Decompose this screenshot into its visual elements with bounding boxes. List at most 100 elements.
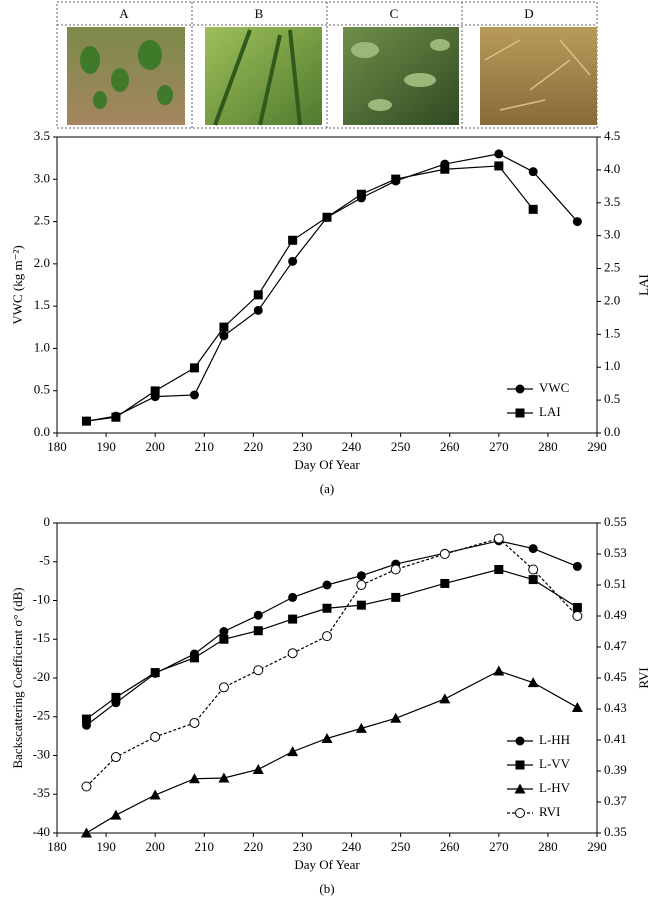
point [110, 809, 122, 820]
y2-tick-label: 2.5 [604, 260, 620, 275]
y-tick-label: 0.5 [34, 382, 50, 397]
x-tick-label: 190 [96, 839, 116, 854]
point [80, 827, 92, 838]
x-tick-label: 230 [293, 439, 313, 454]
point [356, 580, 367, 590]
point [356, 571, 366, 581]
point [149, 789, 161, 800]
x-tick-label: 240 [342, 839, 362, 854]
point [322, 580, 332, 590]
plot-frame [56, 136, 598, 434]
y2-tick-label: 0.51 [604, 576, 627, 591]
legend-marker [514, 783, 526, 794]
y2-tick-label: 0.47 [604, 638, 627, 653]
x-tick-label: 230 [293, 839, 313, 854]
point [150, 668, 160, 678]
point [494, 565, 504, 574]
y-axis-label: VWC (kg m⁻²) [10, 245, 25, 324]
photo-label: C [390, 6, 399, 21]
photo-strip: A B C D [56, 1, 598, 129]
y-tick-label: 3.0 [34, 170, 50, 185]
legend-label: L-VV [539, 756, 571, 771]
legend-marker [515, 808, 525, 818]
y2-tick-label: 1.0 [604, 358, 620, 373]
x-tick-label: 180 [47, 839, 67, 854]
point [288, 256, 298, 266]
y-tick-label: -5 [39, 553, 50, 568]
point [528, 204, 538, 214]
point [189, 717, 200, 728]
caption: (a) [320, 481, 334, 496]
y2-tick-label: 3.0 [604, 227, 620, 242]
y2-tick-label: 0.49 [604, 607, 627, 622]
point [440, 164, 450, 174]
point [572, 602, 582, 612]
photo-label: A [119, 6, 129, 21]
point [110, 752, 121, 763]
x-tick-label: 290 [587, 439, 607, 454]
y2-tick-label: 0.5 [604, 391, 620, 406]
point [439, 549, 450, 559]
point [287, 648, 298, 659]
point [355, 722, 367, 733]
x-tick-label: 270 [489, 439, 509, 454]
x-tick-label: 240 [342, 439, 362, 454]
point [391, 592, 401, 602]
point [493, 665, 505, 676]
point [390, 712, 402, 723]
point [494, 161, 504, 171]
point [219, 634, 229, 644]
point [390, 564, 401, 575]
point [288, 592, 298, 602]
point [189, 363, 199, 373]
y2-tick-label: 0.35 [604, 824, 627, 839]
point [322, 212, 332, 222]
legend-label: L-HV [539, 780, 571, 795]
point [219, 331, 229, 341]
y2-tick-label: 1.5 [604, 325, 620, 340]
point [493, 533, 504, 544]
x-tick-label: 210 [195, 839, 215, 854]
point [218, 682, 229, 693]
y-tick-label: 3.5 [34, 128, 50, 143]
y2-axis-label: RVI [636, 667, 651, 688]
y2-axis-label: LAI [636, 274, 651, 296]
y-tick-label: -35 [33, 785, 50, 800]
point [322, 603, 332, 613]
y-tick-label: -25 [33, 708, 50, 723]
point [527, 677, 539, 688]
photo-detail [213, 29, 302, 126]
point [572, 561, 582, 571]
point [528, 167, 538, 177]
y-tick-label: -30 [33, 746, 50, 761]
point [150, 386, 160, 396]
point [81, 416, 91, 426]
point [253, 610, 263, 620]
y-tick-label: 0 [44, 514, 51, 529]
y2-tick-label: 0.39 [604, 762, 627, 777]
point [288, 614, 298, 624]
series-line [86, 153, 578, 422]
legend-label: LAI [539, 404, 561, 419]
y-tick-label: 2.5 [34, 213, 50, 228]
x-tick-label: 200 [145, 439, 165, 454]
y-tick-label: 0.0 [34, 424, 50, 439]
legend-marker [515, 760, 525, 770]
point [253, 305, 263, 315]
y2-tick-label: 0.0 [604, 424, 620, 439]
legend-marker [515, 384, 525, 394]
point [440, 578, 450, 588]
y-tick-label: 2.0 [34, 255, 50, 270]
legend-marker [515, 736, 525, 746]
point [528, 564, 539, 575]
y-tick-label: -40 [33, 824, 50, 839]
x-tick-label: 210 [195, 439, 215, 454]
y2-tick-label: 4.5 [604, 128, 620, 143]
point [439, 693, 451, 704]
x-tick-label: 190 [96, 439, 116, 454]
x-tick-label: 220 [244, 439, 264, 454]
y2-tick-label: 2.0 [604, 292, 620, 307]
point [322, 631, 332, 642]
point [188, 773, 200, 784]
series-line [86, 568, 578, 720]
